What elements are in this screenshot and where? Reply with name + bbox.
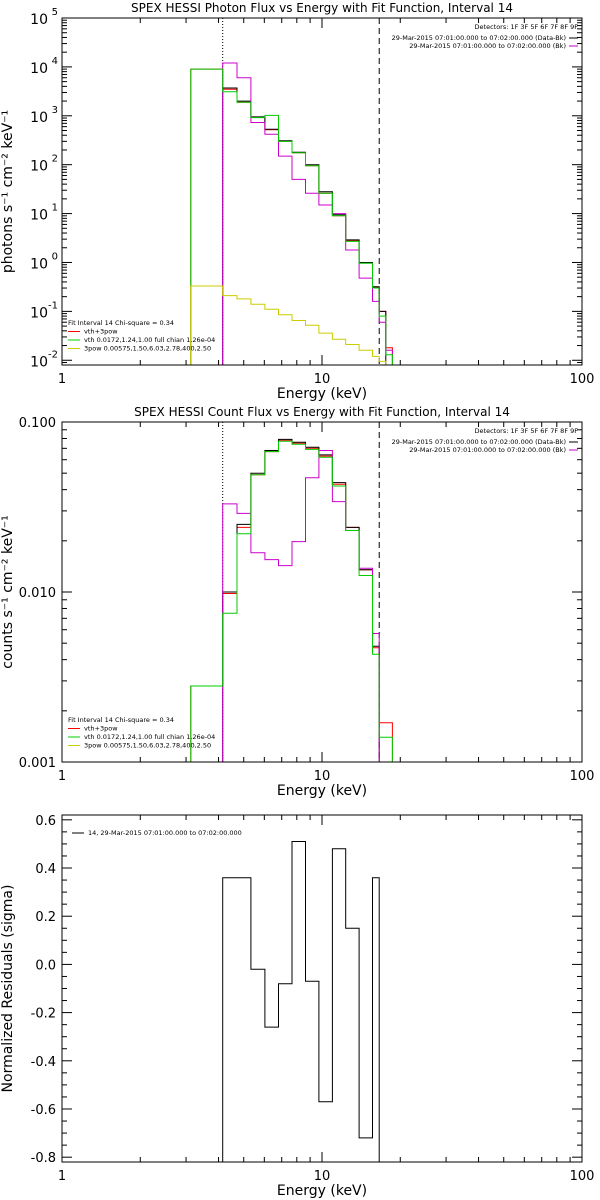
series-bk [222, 62, 393, 365]
y-tick-label-exp: 5 [52, 7, 58, 18]
y-tick-label: 10 -2 [30, 349, 58, 370]
detector-legend: Detectors: 1F 3F 5F 6F 7F 8F 9F 29-Mar-20… [392, 23, 579, 50]
legend-entry: 29-Mar-2015 07:01:00.000 to 07:02:00.000… [409, 42, 566, 50]
fit-legend: Fit Interval 14 Chi-square = 0.34vth+3po… [68, 716, 215, 750]
y-tick-label-base: 10 [30, 12, 48, 28]
chart-panel-2: SPEX HESSI Count Flux vs Energy with Fit… [0, 405, 594, 799]
x-axis-label: Energy (keV) [277, 386, 367, 402]
legend-entry: vth+3pow [84, 725, 118, 733]
y-tick-label: 0.0 [35, 958, 56, 973]
x-axis-label: Energy (keV) [277, 1183, 367, 1199]
y-tick-label-exp: 0 [52, 251, 58, 262]
y-tick-label-base: 10 [30, 61, 48, 77]
axes-box [61, 421, 583, 763]
y-tick-label-exp: 4 [52, 56, 58, 67]
y-axis-label: photons s⁻¹ cm⁻² keV⁻¹ [0, 110, 16, 273]
y-tick-label: 10 3 [30, 105, 58, 126]
y-tick-label: 0.6 [35, 814, 56, 829]
y-tick-label: -0.2 [31, 1007, 56, 1022]
y-tick-label-base: 10 [30, 305, 48, 321]
detectors-label: Detectors: 1F 3F 5F 6F 7F 8F 9F [475, 427, 579, 435]
y-tick-label-base: 10 [30, 159, 48, 175]
x-axis: 1 10 100 [58, 422, 595, 784]
series-bk [222, 450, 380, 762]
y-tick-label-base: 10 [30, 208, 48, 224]
legend-entry: 14, 29-Mar-2015 07:01:00.000 to 07:02:00… [88, 829, 242, 837]
y-tick-label-exp: -1 [48, 300, 58, 311]
legend-entry: 29-Mar-2015 07:01:00.000 to 07:02:00.000… [392, 34, 566, 42]
y-tick-label-base: 10 [30, 256, 48, 272]
x-tick-label: 10 [314, 769, 331, 784]
y-tick-label: 0.001 [19, 756, 56, 771]
series-14-29-mar-2015-07-01-00-000-to-07-02-00-000 [222, 841, 380, 1162]
y-tick-label: -0.6 [31, 1103, 56, 1118]
x-axis: 1 10 100 [58, 18, 595, 387]
y-tick-label: 10 0 [30, 251, 58, 272]
residual-legend: 14, 29-Mar-2015 07:01:00.000 to 07:02:00… [72, 829, 242, 837]
y-axis-label: counts s⁻¹ cm⁻² keV⁻¹ [0, 515, 16, 669]
fit-legend: Fit Interval 14 Chi-square = 0.34vth+3po… [68, 319, 215, 353]
y-tick-label: -0.4 [31, 1055, 56, 1070]
legend-entry: 29-Mar-2015 07:01:00.000 to 07:02:00.000… [392, 438, 566, 446]
x-axis: 1 10 100 [58, 815, 595, 1184]
x-tick-label: 10 [314, 372, 331, 387]
legend-entry: vth 0.0172,1.24,1.00 full chian 1.26e-04 [84, 733, 215, 741]
series-vth-3pow [190, 68, 393, 365]
legend-entry: vth 0.0172,1.24,1.00 full chian 1.26e-04 [84, 336, 215, 344]
legend-entry: 3pow 0.00575,1.50,6.03,2.78,400,2.50 [84, 742, 211, 750]
legend-title: Fit Interval 14 Chi-square = 0.34 [68, 319, 174, 327]
plot-area [190, 18, 393, 365]
detectors-label: Detectors: 1F 3F 5F 6F 7F 8F 9F [475, 23, 579, 31]
y-tick-label: 10 2 [30, 154, 58, 175]
x-tick-label: 100 [570, 372, 595, 387]
x-tick-label: 100 [570, 769, 595, 784]
y-axis: 0.6 0.4 0.2 0.0 -0.2 -0.4 -0.6 -0.8 [31, 814, 582, 1166]
axes-box [61, 814, 583, 1163]
y-axis: 0.001 0.010 0.100 [19, 416, 582, 771]
y-tick-label-base: 10 [30, 354, 48, 370]
series-vth [190, 440, 393, 762]
plot-area [190, 422, 393, 762]
y-tick-label: 0.2 [35, 910, 56, 925]
y-tick-label: 10 1 [30, 203, 58, 224]
legend-entry: 3pow 0.00575,1.50,6.03,2.78,400,2.50 [84, 345, 211, 353]
x-tick-label: 1 [58, 1169, 66, 1184]
y-tick-label: 0.100 [19, 416, 56, 431]
y-tick-label: 10 4 [30, 56, 58, 77]
y-tick-label: 10 5 [30, 7, 58, 28]
x-tick-label: 1 [58, 769, 66, 784]
y-tick-label-base: 10 [30, 110, 48, 126]
series-3pow [190, 285, 387, 365]
x-tick-label: 100 [570, 1169, 595, 1184]
plot-area [222, 841, 380, 1162]
y-tick-label-exp: 1 [52, 203, 58, 214]
series-vth-3pow [190, 439, 393, 762]
series-vth [190, 68, 393, 365]
y-tick-label: 10 -1 [30, 300, 58, 321]
x-tick-label: 1 [58, 372, 66, 387]
legend-title: Fit Interval 14 Chi-square = 0.34 [68, 716, 174, 724]
chart-panel-1: SPEX HESSI Photon Flux vs Energy with Fi… [0, 1, 594, 402]
x-tick-label: 10 [314, 1169, 331, 1184]
y-tick-label-exp: 2 [52, 154, 58, 165]
series-data-bk [222, 438, 380, 762]
chart-title: SPEX HESSI Photon Flux vs Energy with Fi… [131, 1, 513, 15]
legend-entry: 29-Mar-2015 07:01:00.000 to 07:02:00.000… [409, 446, 566, 454]
legend-entry: vth+3pow [84, 328, 118, 336]
x-axis-label: Energy (keV) [277, 783, 367, 799]
y-tick-label: -0.8 [31, 1151, 56, 1166]
y-tick-label: 0.4 [35, 862, 56, 877]
y-axis-label: Normalized Residuals (sigma) [0, 885, 16, 1093]
series-data-bk [222, 87, 387, 365]
chart-title: SPEX HESSI Count Flux vs Energy with Fit… [134, 405, 510, 419]
detector-legend: Detectors: 1F 3F 5F 6F 7F 8F 9F 29-Mar-20… [392, 427, 579, 454]
y-tick-label-exp: 3 [52, 105, 58, 116]
y-tick-label: 0.010 [19, 586, 56, 601]
chart-panel-3: 1 10 100 Energy (keV) 0.6 0.4 0.2 0.0 -0.2 -0.4 -0… [0, 814, 594, 1199]
y-tick-label-exp: -2 [48, 349, 58, 360]
